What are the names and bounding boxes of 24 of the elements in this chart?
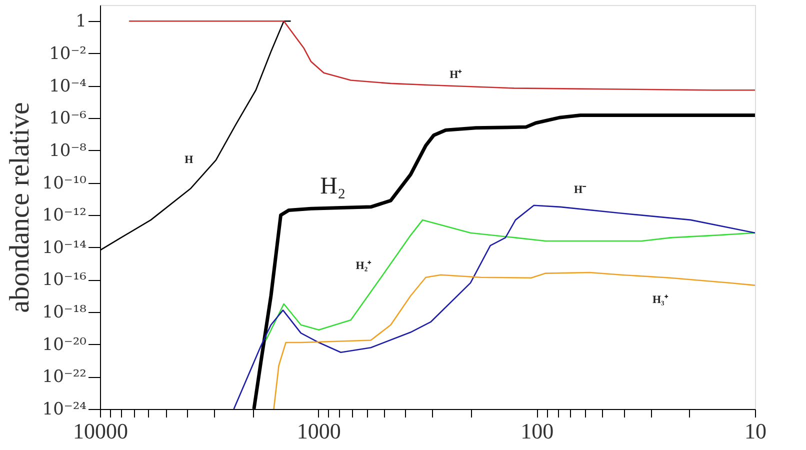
y-tick-label: 10⁻⁶: [49, 108, 87, 129]
y-tick-label: 10⁻²⁴: [42, 400, 87, 420]
y-tick-label: 10⁻¹⁴: [42, 238, 87, 258]
y-tick-label: 10⁻¹⁶: [42, 270, 87, 290]
y-axis-title: abondance relative: [4, 102, 36, 313]
x-tick-label: 10000: [73, 418, 128, 444]
x-tick-label: 1000: [296, 418, 341, 444]
y-tick-label: 10⁻¹⁰: [42, 173, 87, 194]
x-tick-label: 100: [520, 418, 554, 444]
series-label: H: [184, 154, 194, 166]
y-tick-label: 10⁻²⁰: [42, 334, 87, 355]
y-tick-label: 10⁻²²: [42, 367, 86, 388]
y-tick-label: 10⁻⁴: [49, 76, 87, 96]
y-tick-label: 1: [76, 12, 86, 32]
y-tick-label: 10⁻¹²: [42, 206, 86, 226]
series-label: H₂⁺: [356, 260, 372, 272]
series-label: H₃⁺: [652, 294, 668, 306]
y-tick-label: 10⁻²: [49, 44, 86, 64]
x-tick-label: 10: [744, 418, 766, 444]
series-label: H⁻: [574, 184, 587, 196]
y-tick-label: 10⁻¹⁸: [42, 302, 87, 323]
series-label: H₂: [320, 174, 346, 200]
y-tick-label: 10⁻⁸: [49, 140, 87, 161]
series-label: H⁺: [450, 69, 462, 82]
